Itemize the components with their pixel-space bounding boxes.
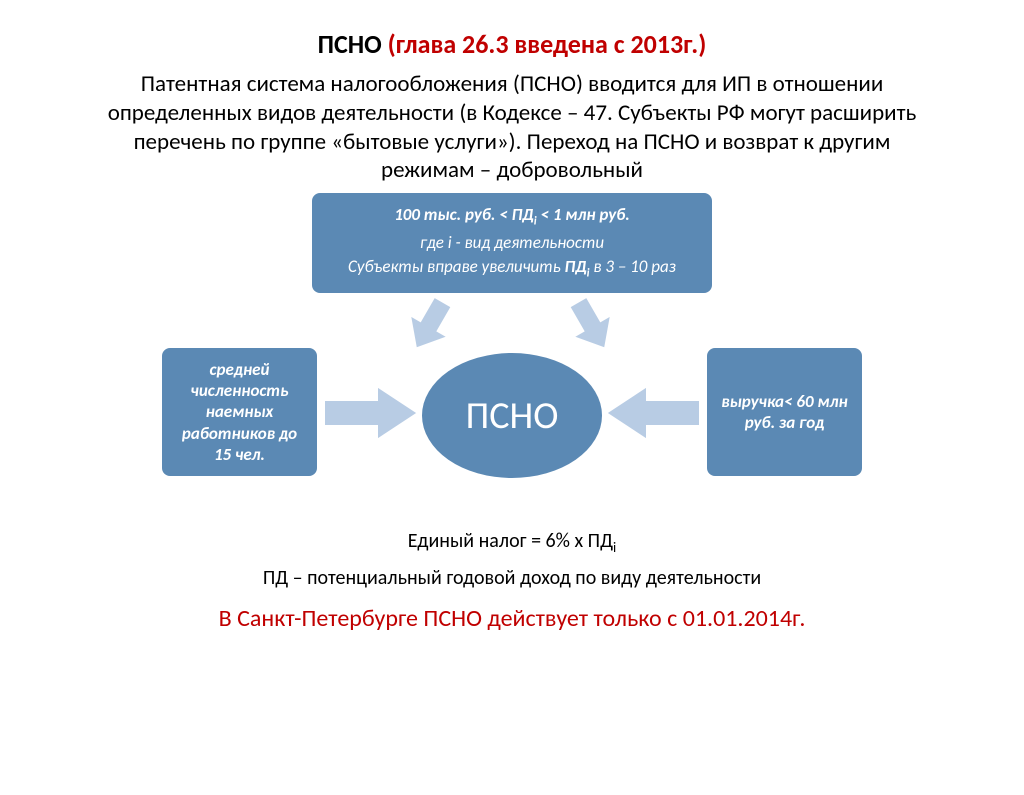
center-ellipse: ПСНО <box>422 353 602 478</box>
box-top-line1: 100 тыс. руб. < ПДi < 1 млн руб. <box>394 203 630 231</box>
t3b: в 3 – 10 раз <box>590 256 676 277</box>
box-top-line2: где i - вид деятельности <box>420 231 604 256</box>
t1a: 100 тыс. руб. < ПД <box>394 204 534 225</box>
bottom-block: Единый налог = 6% х ПДi ПД – потенциальн… <box>0 529 1024 633</box>
intro-text: Патентная система налогообложения (ПСНО)… <box>87 70 937 185</box>
legend: ПД – потенциальный годовой доход по виду… <box>0 566 1024 590</box>
arrow-down-right-icon <box>562 296 622 356</box>
final-note: В Санкт-Петербурге ПСНО действует только… <box>0 604 1024 633</box>
diagram: 100 тыс. руб. < ПДi < 1 млн руб. где i -… <box>132 193 892 523</box>
t3bold: ПД <box>565 256 587 277</box>
arrow-right-icon <box>322 378 422 448</box>
t1b: < 1 млн руб. <box>537 204 630 225</box>
arrow-left-icon <box>602 378 702 448</box>
box-top: 100 тыс. руб. < ПДi < 1 млн руб. где i -… <box>312 193 712 293</box>
title-row: ПСНО (глава 26.3 введена с 2013г.) <box>0 28 1024 60</box>
formula: Единый налог = 6% х ПДi <box>0 529 1024 556</box>
formula-sub: i <box>613 539 616 556</box>
title-sub: (глава 26.3 введена с 2013г.) <box>388 28 707 60</box>
arrow-down-left-icon <box>399 296 459 356</box>
formula-prefix: Единый налог = 6% х ПД <box>408 529 613 553</box>
title-main: ПСНО <box>318 28 382 60</box>
box-right: выручка< 60 млн руб. за год <box>707 348 862 476</box>
t3a: Субъекты вправе увеличить <box>348 256 564 277</box>
box-left: средней численность наемных работников д… <box>162 348 317 476</box>
box-top-line3: Субъекты вправе увеличить ПДi в 3 – 10 р… <box>348 255 676 283</box>
